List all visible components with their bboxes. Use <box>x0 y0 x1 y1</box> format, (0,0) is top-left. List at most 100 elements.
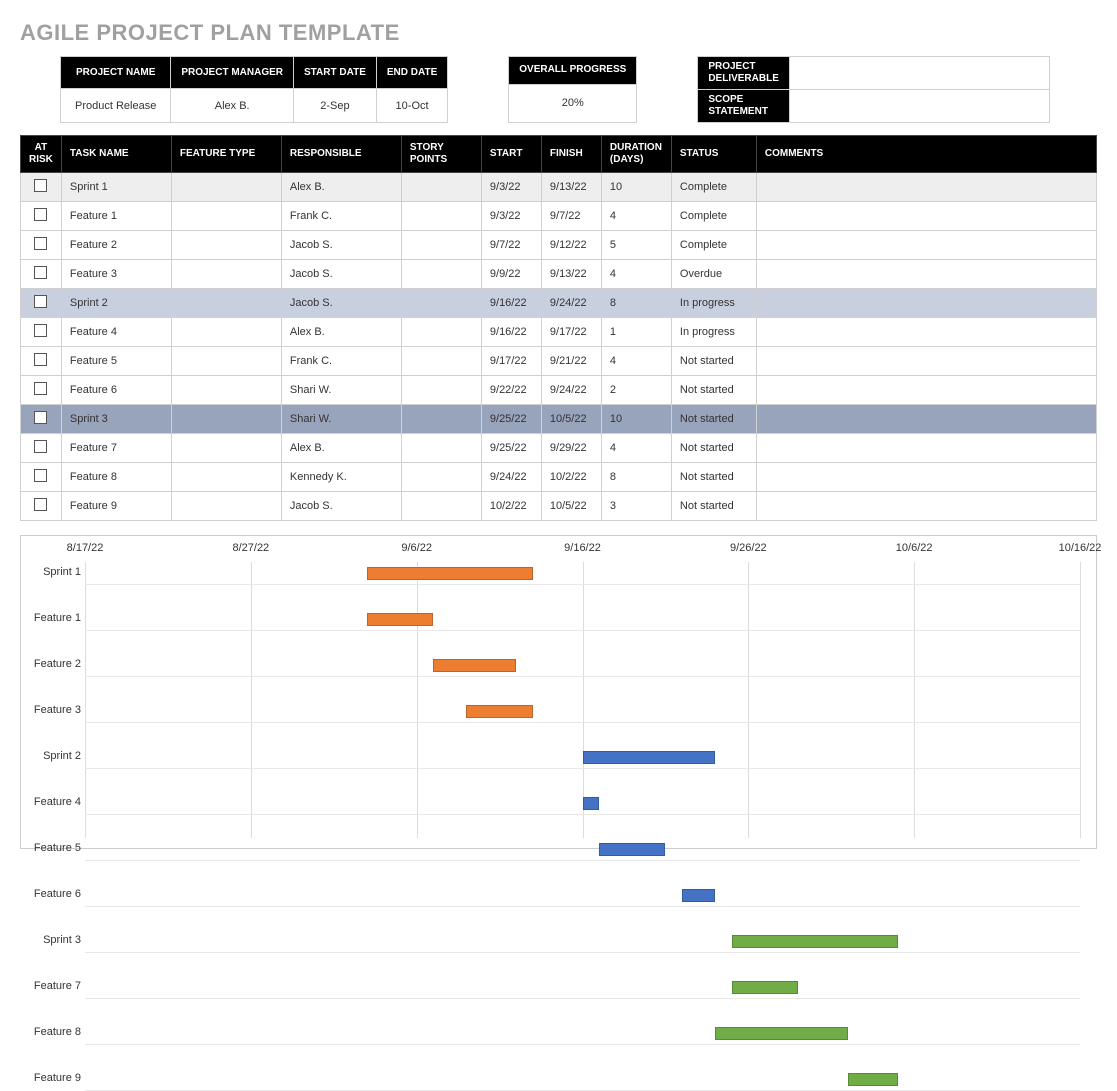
cell-duration[interactable]: 8 <box>601 289 671 318</box>
cell-feature[interactable] <box>171 463 281 492</box>
gantt-bar[interactable] <box>732 935 898 948</box>
cell-responsible[interactable]: Alex B. <box>281 434 401 463</box>
cell-task[interactable]: Sprint 3 <box>61 405 171 434</box>
at-risk-checkbox[interactable] <box>34 179 47 192</box>
cell-status[interactable]: Complete <box>671 231 756 260</box>
cell-duration[interactable]: 4 <box>601 434 671 463</box>
gantt-bar[interactable] <box>599 843 665 856</box>
cell-status[interactable]: In progress <box>671 318 756 347</box>
at-risk-checkbox[interactable] <box>34 208 47 221</box>
at-risk-checkbox[interactable] <box>34 295 47 308</box>
cell-story[interactable] <box>401 376 481 405</box>
cell-comments[interactable] <box>756 231 1096 260</box>
cell-duration[interactable]: 1 <box>601 318 671 347</box>
at-risk-checkbox[interactable] <box>34 469 47 482</box>
gantt-bar[interactable] <box>466 705 532 718</box>
td-project-deliverable[interactable] <box>789 57 1049 90</box>
at-risk-checkbox[interactable] <box>34 382 47 395</box>
cell-feature[interactable] <box>171 318 281 347</box>
cell-comments[interactable] <box>756 202 1096 231</box>
cell-story[interactable] <box>401 289 481 318</box>
gantt-bar[interactable] <box>433 659 516 672</box>
td-start-date[interactable]: 2-Sep <box>294 89 377 123</box>
cell-finish[interactable]: 9/7/22 <box>541 202 601 231</box>
risk-checkbox[interactable] <box>21 202 62 231</box>
risk-checkbox[interactable] <box>21 492 62 521</box>
risk-checkbox[interactable] <box>21 405 62 434</box>
cell-story[interactable] <box>401 318 481 347</box>
gantt-bar[interactable] <box>715 1027 848 1040</box>
cell-finish[interactable]: 10/5/22 <box>541 405 601 434</box>
cell-task[interactable]: Sprint 1 <box>61 173 171 202</box>
risk-checkbox[interactable] <box>21 318 62 347</box>
at-risk-checkbox[interactable] <box>34 353 47 366</box>
risk-checkbox[interactable] <box>21 376 62 405</box>
cell-feature[interactable] <box>171 260 281 289</box>
cell-story[interactable] <box>401 260 481 289</box>
cell-story[interactable] <box>401 202 481 231</box>
cell-responsible[interactable]: Shari W. <box>281 376 401 405</box>
gantt-bar[interactable] <box>682 889 715 902</box>
cell-comments[interactable] <box>756 463 1096 492</box>
cell-comments[interactable] <box>756 318 1096 347</box>
cell-duration[interactable]: 10 <box>601 405 671 434</box>
cell-status[interactable]: Overdue <box>671 260 756 289</box>
gantt-bar[interactable] <box>732 981 798 994</box>
td-scope-statement[interactable] <box>789 90 1049 123</box>
cell-duration[interactable]: 4 <box>601 202 671 231</box>
gantt-bar[interactable] <box>367 567 533 580</box>
cell-finish[interactable]: 9/29/22 <box>541 434 601 463</box>
gantt-bar[interactable] <box>583 797 600 810</box>
cell-feature[interactable] <box>171 434 281 463</box>
td-project-manager[interactable]: Alex B. <box>171 89 294 123</box>
cell-finish[interactable]: 9/12/22 <box>541 231 601 260</box>
cell-start[interactable]: 9/9/22 <box>481 260 541 289</box>
cell-responsible[interactable]: Jacob S. <box>281 289 401 318</box>
cell-duration[interactable]: 5 <box>601 231 671 260</box>
cell-status[interactable]: Complete <box>671 173 756 202</box>
gantt-bar[interactable] <box>848 1073 898 1086</box>
cell-responsible[interactable]: Frank C. <box>281 347 401 376</box>
cell-finish[interactable]: 9/17/22 <box>541 318 601 347</box>
risk-checkbox[interactable] <box>21 260 62 289</box>
cell-task[interactable]: Feature 1 <box>61 202 171 231</box>
at-risk-checkbox[interactable] <box>34 237 47 250</box>
cell-start[interactable]: 9/3/22 <box>481 202 541 231</box>
cell-duration[interactable]: 8 <box>601 463 671 492</box>
cell-responsible[interactable]: Frank C. <box>281 202 401 231</box>
cell-duration[interactable]: 4 <box>601 260 671 289</box>
cell-responsible[interactable]: Jacob S. <box>281 260 401 289</box>
td-overall-progress[interactable]: 20% <box>509 84 637 122</box>
cell-duration[interactable]: 4 <box>601 347 671 376</box>
cell-feature[interactable] <box>171 376 281 405</box>
cell-comments[interactable] <box>756 492 1096 521</box>
cell-task[interactable]: Feature 3 <box>61 260 171 289</box>
cell-task[interactable]: Feature 6 <box>61 376 171 405</box>
at-risk-checkbox[interactable] <box>34 440 47 453</box>
cell-story[interactable] <box>401 434 481 463</box>
cell-start[interactable]: 10/2/22 <box>481 492 541 521</box>
cell-responsible[interactable]: Jacob S. <box>281 492 401 521</box>
cell-responsible[interactable]: Alex B. <box>281 318 401 347</box>
cell-task[interactable]: Feature 7 <box>61 434 171 463</box>
at-risk-checkbox[interactable] <box>34 498 47 511</box>
risk-checkbox[interactable] <box>21 173 62 202</box>
cell-feature[interactable] <box>171 173 281 202</box>
cell-start[interactable]: 9/7/22 <box>481 231 541 260</box>
cell-story[interactable] <box>401 492 481 521</box>
at-risk-checkbox[interactable] <box>34 411 47 424</box>
cell-duration[interactable]: 3 <box>601 492 671 521</box>
gantt-bar[interactable] <box>583 751 716 764</box>
gantt-bar[interactable] <box>367 613 433 626</box>
cell-status[interactable]: Not started <box>671 434 756 463</box>
cell-status[interactable]: Not started <box>671 463 756 492</box>
cell-status[interactable]: Complete <box>671 202 756 231</box>
cell-story[interactable] <box>401 231 481 260</box>
cell-start[interactable]: 9/25/22 <box>481 405 541 434</box>
cell-status[interactable]: Not started <box>671 492 756 521</box>
cell-finish[interactable]: 10/5/22 <box>541 492 601 521</box>
cell-feature[interactable] <box>171 289 281 318</box>
cell-comments[interactable] <box>756 260 1096 289</box>
cell-start[interactable]: 9/16/22 <box>481 289 541 318</box>
cell-comments[interactable] <box>756 173 1096 202</box>
